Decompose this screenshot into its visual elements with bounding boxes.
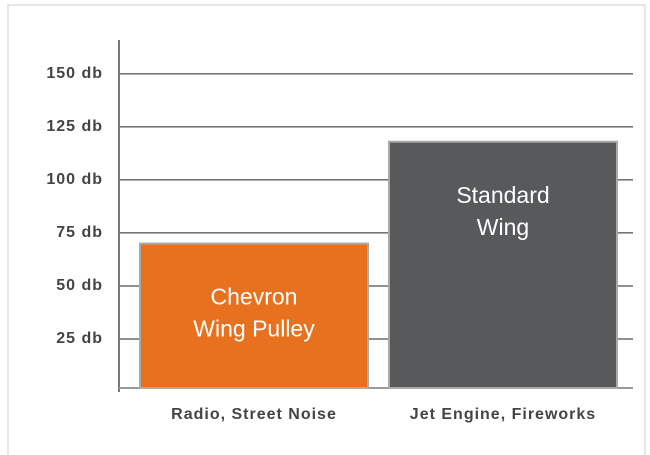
bar-label: Wing [477, 214, 529, 240]
y-tick-label: 125 db [46, 118, 103, 135]
x-tick-label: Radio, Street Noise [171, 406, 337, 423]
y-tick-label: 75 db [56, 224, 103, 241]
y-tick-label: 100 db [46, 171, 103, 188]
y-tick-label: 50 db [56, 277, 103, 294]
x-tick-label: Jet Engine, Fireworks [410, 406, 596, 423]
bar [139, 242, 369, 389]
bar-label: Standard [456, 182, 549, 208]
y-tick-label: 150 db [46, 65, 103, 82]
y-tick-label: 25 db [56, 330, 103, 347]
frame [7, 4, 646, 455]
bar-label: Wing Pulley [193, 316, 315, 342]
bar-label: Chevron [211, 284, 298, 310]
bar [388, 140, 618, 389]
